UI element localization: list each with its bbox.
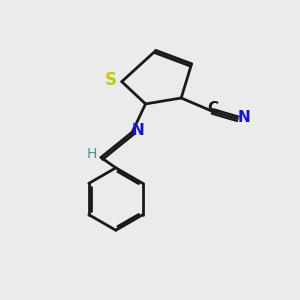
Text: N: N bbox=[238, 110, 250, 125]
Text: N: N bbox=[131, 123, 144, 138]
Text: H: H bbox=[86, 148, 97, 161]
Text: C: C bbox=[207, 101, 218, 116]
Text: S: S bbox=[104, 71, 116, 89]
